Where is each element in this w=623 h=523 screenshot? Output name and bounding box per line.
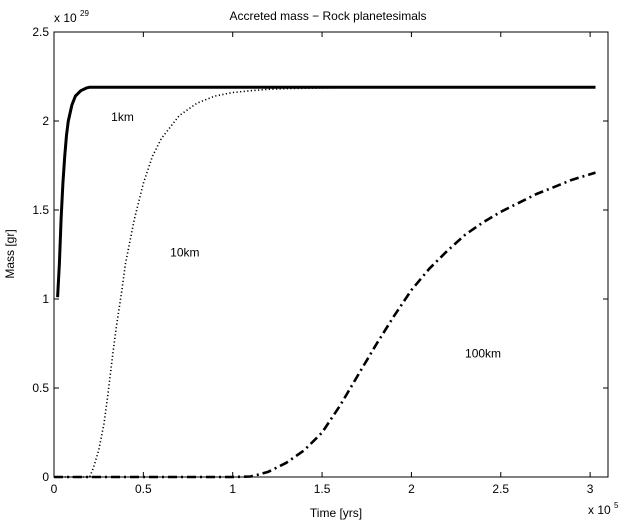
y-multiplier-base: x 10 — [54, 11, 77, 25]
x-axis-label: Time [yrs] — [310, 506, 362, 520]
x-tick-label-1: 0.5 — [135, 482, 152, 496]
series-annotation-2: 100km — [465, 347, 501, 361]
y-axis-label: Mass [gr] — [3, 229, 17, 278]
x-tick-label-2: 1 — [229, 482, 236, 496]
plot-frame — [53, 31, 609, 478]
annotation-layer: 1km 10km 100km — [111, 110, 501, 361]
axis-ticks: 0 0.5 1 1.5 2 2.5 3 0 0.5 1 1.5 2 2.5 — [32, 25, 608, 496]
y-tick-label-0: 0 — [42, 470, 49, 484]
series-line-1km — [56, 85, 596, 298]
y-tick-label-4: 2 — [42, 114, 49, 128]
y-multiplier: x 10 29 — [54, 9, 89, 25]
x-multiplier-base: x 10 — [588, 503, 611, 517]
x-tick-label-6: 3 — [587, 482, 594, 496]
x-multiplier-exponent: 5 — [614, 501, 619, 510]
y-multiplier-exponent: 29 — [80, 9, 89, 18]
y-tick-label-1: 0.5 — [32, 381, 49, 395]
x-tick-label-0: 0 — [51, 482, 58, 496]
y-tick-label-5: 2.5 — [32, 25, 49, 39]
y-tick-label-3: 1.5 — [32, 203, 49, 217]
x-tick-label-5: 2.5 — [492, 482, 509, 496]
series-annotation-0: 1km — [111, 110, 134, 124]
chart-title: Accreted mass − Rock planetesimals — [229, 9, 426, 23]
series-layer — [54, 85, 596, 479]
series-annotation-1: 10km — [170, 245, 199, 259]
x-tick-label-4: 2 — [408, 482, 415, 496]
x-tick-label-3: 1.5 — [314, 482, 331, 496]
series-line-100km — [54, 171, 596, 479]
x-multiplier: x 10 5 — [588, 501, 619, 517]
series-line-10km — [54, 86, 596, 478]
y-tick-label-2: 1 — [42, 292, 49, 306]
